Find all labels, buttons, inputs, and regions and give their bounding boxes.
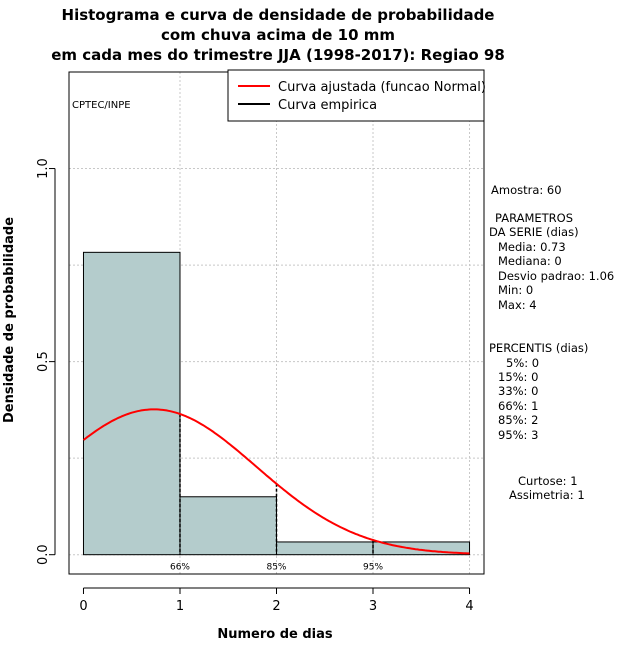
percentile-label-85%: 85% [266, 563, 286, 573]
stat-p33: 33%: 0 [498, 384, 539, 398]
x-tick-label: 2 [272, 599, 280, 614]
histogram-bar-2 [276, 541, 374, 556]
chart-title-line-3: em cada mes do trimestre JJA (1998-2017)… [51, 46, 505, 64]
x-tick-label: 4 [465, 599, 473, 614]
percentile-markers: 66% 85% 95% [170, 413, 383, 573]
stat-amostra: Amostra: 60 [491, 183, 562, 197]
stat-curtose: Curtose: 1 [518, 474, 578, 488]
x-tick-label: 0 [79, 599, 87, 614]
legend-empirical-label: Curva empirica [278, 98, 377, 113]
stat-p5: 5%: 0 [506, 356, 540, 370]
y-axis-label: Densidade de probabilidade [2, 217, 17, 423]
stat-percentis-header: PERCENTIS (dias) [489, 341, 589, 355]
y-tick-label: 0.5 [36, 351, 51, 372]
percentile-label-95%: 95% [363, 563, 383, 573]
x-axis-label: Numero de dias [217, 627, 333, 642]
x-tick-label: 3 [369, 599, 377, 614]
stat-max: Max: 4 [498, 298, 537, 312]
stat-media: Media: 0.73 [498, 240, 566, 254]
x-tick-label: 1 [176, 599, 184, 614]
legend-box [227, 69, 485, 122]
y-tick-label: 0.0 [36, 544, 51, 565]
stat-min: Min: 0 [498, 283, 534, 297]
y-tick-label: 1.0 [36, 158, 51, 179]
watermark: CPTEC/INPE [72, 100, 131, 111]
stat-mediana: Mediana: 0 [498, 254, 562, 268]
stat-desvio: Desvio padrao: 1.06 [498, 269, 615, 283]
stat-param-header-2: DA SERIE (dias) [489, 225, 579, 239]
stat-p85: 85%: 2 [498, 413, 539, 427]
stat-p66: 66%: 1 [498, 399, 539, 413]
stat-p15: 15%: 0 [498, 370, 539, 384]
histogram-bars [82, 251, 471, 556]
percentile-label-66%: 66% [170, 563, 190, 573]
chart-title-line-1: Histograma e curva de densidade de proba… [61, 6, 495, 24]
stat-assimetria: Assimetria: 1 [509, 488, 585, 502]
legend-fitted-label: Curva ajustada (funcao Normal) [278, 80, 486, 95]
stat-param-header-1: PARAMETROS [495, 211, 574, 225]
chart-title-line-2: com chuva acima de 10 mm [160, 26, 396, 44]
legend: Curva ajustada (funcao Normal) Curva emp… [227, 69, 486, 122]
stat-p95: 95%: 3 [498, 428, 539, 442]
fitted-normal-curve [82, 408, 470, 555]
axes: 0 1 2 3 4 0.0 0.5 1.0 [36, 158, 474, 614]
histogram-bar-0 [82, 251, 181, 556]
histogram-bar-1 [179, 496, 277, 556]
